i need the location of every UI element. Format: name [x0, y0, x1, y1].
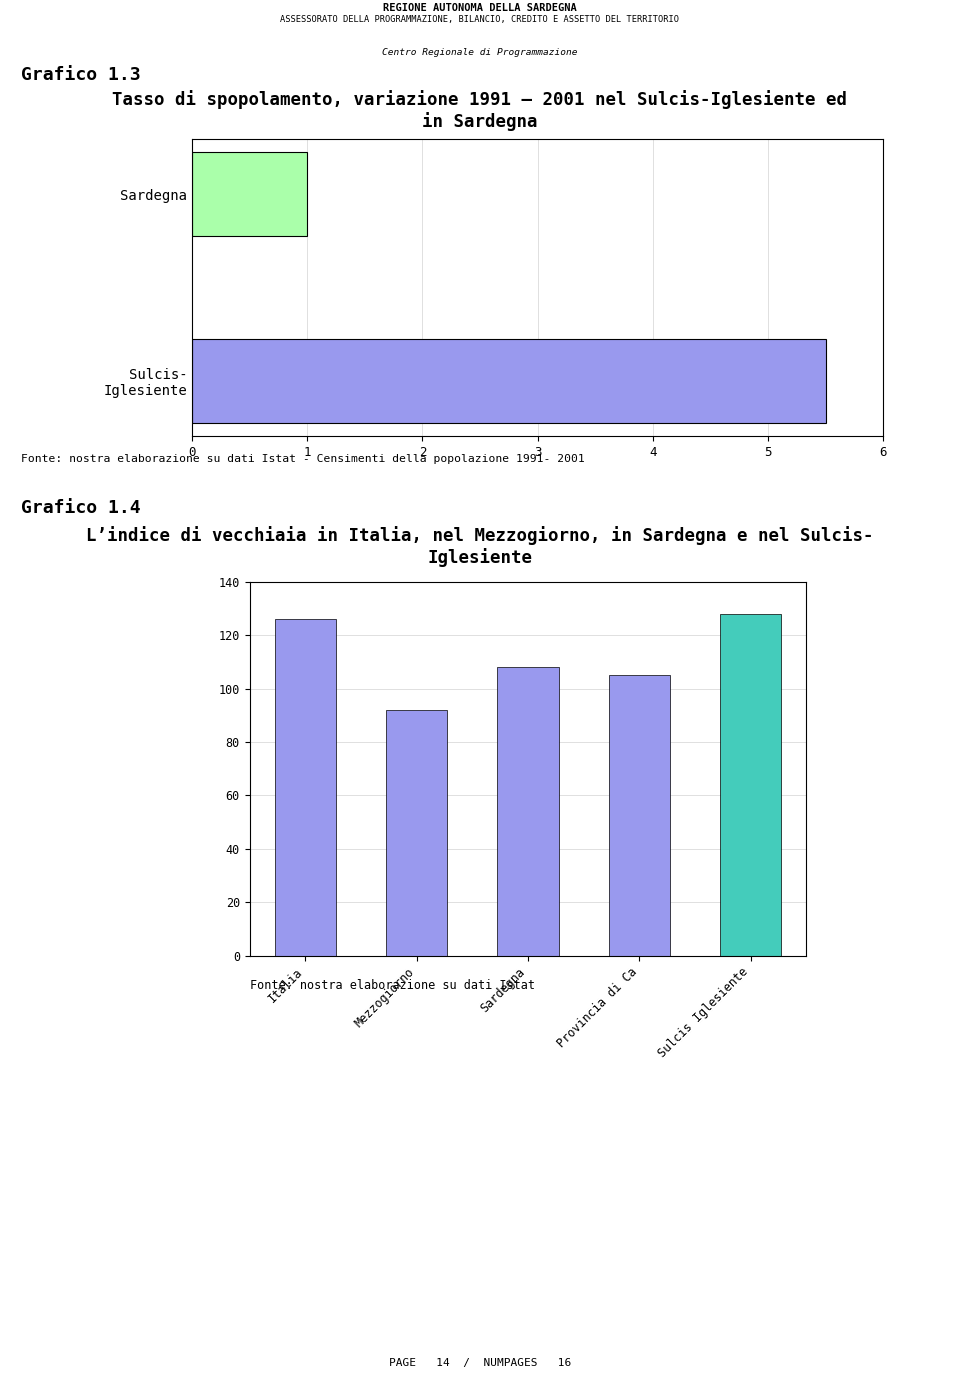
Bar: [497, 668, 559, 956]
Text: ASSESSORATO DELLA PROGRAMMAZIONE, BILANCIO, CREDITO E ASSETTO DEL TERRITORIO: ASSESSORATO DELLA PROGRAMMAZIONE, BILANC…: [280, 15, 680, 24]
Text: Fonte: nostra elaborazione su dati Istat - Censimenti della popolazione 1991- 20: Fonte: nostra elaborazione su dati Istat…: [21, 454, 585, 464]
Bar: [609, 676, 670, 956]
Bar: [386, 711, 447, 956]
Bar: [192, 339, 826, 422]
Bar: [192, 152, 307, 235]
Text: PAGE   14  /  NUMPAGES   16: PAGE 14 / NUMPAGES 16: [389, 1359, 571, 1368]
Text: Tasso di spopolamento, variazione 1991 – 2001 nel Sulcis-Iglesiente ed
in Sardeg: Tasso di spopolamento, variazione 1991 –…: [112, 90, 848, 132]
Text: L’indice di vecchiaia in Italia, nel Mezzogiorno, in Sardegna e nel Sulcis-
Igle: L’indice di vecchiaia in Italia, nel Mez…: [86, 526, 874, 568]
Bar: [720, 614, 781, 956]
Text: Centro Regionale di Programmazione: Centro Regionale di Programmazione: [382, 48, 578, 57]
Text: Fonte: nostra elaborazione su dati Istat: Fonte: nostra elaborazione su dati Istat: [250, 979, 535, 992]
Bar: [275, 619, 336, 956]
Text: Grafico 1.4: Grafico 1.4: [21, 499, 141, 517]
Text: Grafico 1.3: Grafico 1.3: [21, 66, 141, 84]
Text: REGIONE AUTONOMA DELLA SARDEGNA: REGIONE AUTONOMA DELLA SARDEGNA: [383, 3, 577, 14]
